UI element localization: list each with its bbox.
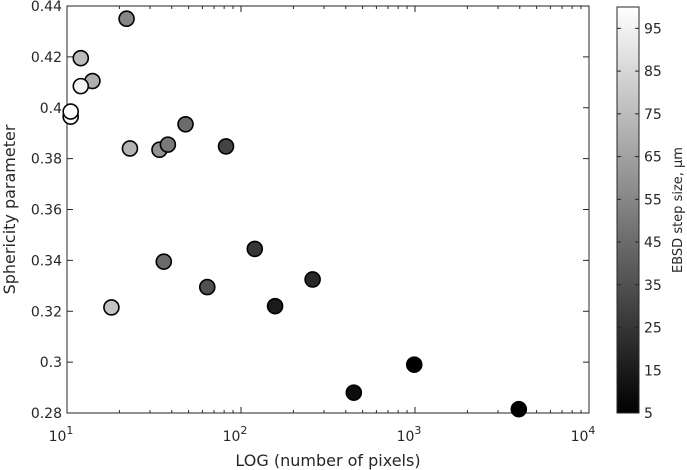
data-point: [62, 103, 79, 120]
data-point: [72, 49, 90, 67]
axes-frame: [66, 5, 590, 414]
x-tick-label: 102: [223, 424, 248, 445]
colorbar-tick-label: 65: [644, 150, 662, 166]
y-tick-label: 0.44: [31, 0, 62, 15]
y-axis-label: Sphericity parameter: [0, 124, 19, 294]
data-point: [155, 253, 173, 270]
data-point: [118, 10, 135, 28]
data-point: [246, 240, 264, 258]
y-tick-label: 0.3: [40, 355, 62, 371]
data-point: [266, 297, 284, 315]
data-point: [198, 278, 216, 296]
colorbar-label: EBSD step size, μm: [671, 147, 686, 273]
x-tick-label: 104: [571, 424, 596, 445]
colorbar-tick-label: 95: [644, 21, 662, 37]
colorbar: 5 15 25 35 45 55 65 75 85 95: [616, 6, 662, 422]
x-axis-label: LOG (number of pixels): [235, 451, 420, 470]
colorbar-tick-label: 35: [644, 278, 662, 294]
colorbar-tick-label: 85: [644, 64, 662, 80]
y-tick-label: 0.42: [31, 50, 62, 66]
y-tick-label: 0.38: [31, 152, 62, 168]
x-tick-label: 103: [397, 424, 422, 445]
colorbar-tick-label: 5: [644, 406, 653, 422]
data-point: [510, 400, 528, 418]
data-point: [177, 115, 194, 133]
plot-area: 101 102 103 104 0.28 0.3 0.32 0.34 0.36 0.38 0.4 0.…: [31, 0, 596, 445]
colorbar-tick-label: 25: [644, 321, 662, 337]
y-tick-label: 0.4: [40, 101, 62, 117]
y-tick-label: 0.28: [31, 406, 62, 422]
data-point: [159, 136, 177, 153]
colorbar-tick-label: 45: [644, 235, 662, 251]
y-tick-label: 0.36: [31, 203, 62, 219]
colorbar-tick-label: 15: [644, 363, 662, 379]
data-point: [217, 138, 235, 155]
data-point: [103, 299, 120, 316]
colorbar-tick-label: 55: [644, 192, 662, 208]
data-point: [72, 77, 90, 95]
y-tick-label: 0.34: [31, 253, 62, 269]
data-point: [121, 140, 139, 157]
colorbar-tick-label: 75: [644, 107, 662, 123]
colorbar-gradient: [616, 6, 640, 414]
data-point: [345, 384, 363, 401]
y-tick-label: 0.32: [31, 304, 62, 320]
x-tick-label: 101: [49, 424, 74, 445]
data-point: [405, 356, 423, 373]
data-point: [304, 271, 321, 288]
